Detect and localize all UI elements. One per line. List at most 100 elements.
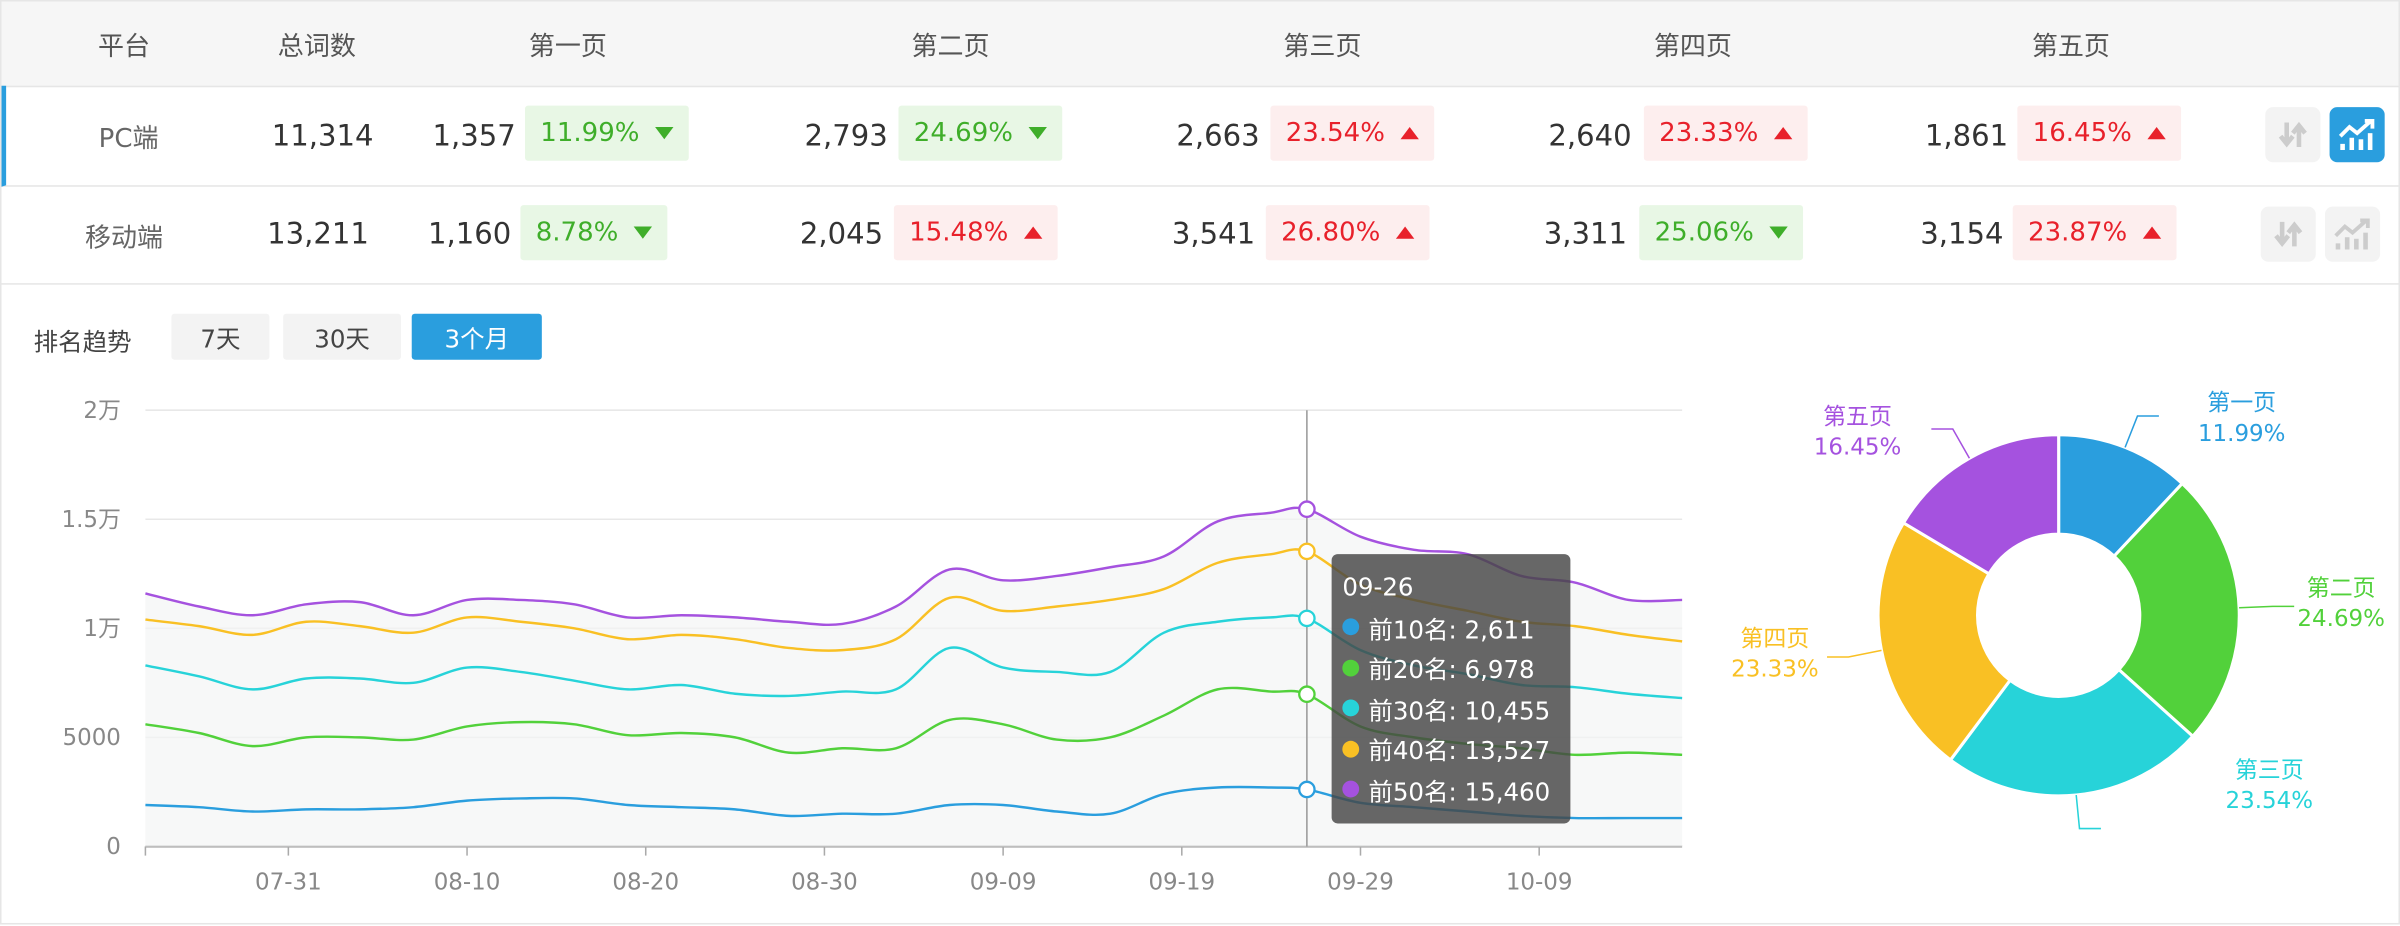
y-tick-label: 1.5万	[61, 507, 120, 533]
page-count: 2,793	[804, 118, 888, 153]
tooltip-date: 09-26	[1342, 572, 1414, 602]
change-percent: 26.80%	[1281, 217, 1381, 248]
tooltip-item: 前20名: 6,978	[1342, 647, 1559, 688]
header-page2: 第二页	[911, 32, 990, 63]
page-count: 1,861	[1924, 118, 2009, 153]
trend-title: 排名趋势	[33, 327, 132, 357]
page-count: 3,154	[1920, 217, 2004, 252]
change-badge: 23.33%	[1643, 105, 1808, 161]
page-count: 2,045	[799, 217, 884, 252]
tooltip-item: 前40名: 13,527	[1342, 729, 1559, 770]
header-total: 总词数	[277, 32, 356, 63]
table-row: PC端 11,314 1,357 11.99% 2,793 24.69% 2,663 23.5…	[1, 85, 2399, 187]
change-badge: 23.54%	[1270, 105, 1434, 161]
pie-label-page5: 第五页 16.45%	[1813, 402, 1902, 461]
sort-button[interactable]	[2260, 206, 2316, 262]
change-percent: 25.06%	[1654, 217, 1754, 248]
sort-arrows-icon	[2274, 221, 2303, 248]
change-badge: 15.48%	[893, 205, 1058, 261]
change-percent: 11.99%	[540, 117, 640, 149]
change-percent: 8.78%	[535, 217, 619, 248]
change-percent: 15.48%	[909, 217, 1009, 248]
pie-slice-第五页	[1901, 433, 2061, 576]
x-tick-label: 09-09	[970, 869, 1037, 895]
hover-point	[1298, 609, 1316, 628]
page-count: 1,357	[432, 118, 516, 153]
y-tick-label: 1万	[83, 616, 121, 642]
sort-button[interactable]	[2265, 107, 2321, 163]
chart-tooltip: 09-26 前10名: 2,611 前20名: 6,978 前30名: 10,455…	[1331, 554, 1571, 824]
y-tick-label: 2万	[83, 398, 121, 424]
pie-slice-第四页	[1876, 520, 2013, 763]
trend-chart-button[interactable]	[2324, 206, 2381, 262]
tooltip-item: 前10名: 2,611	[1342, 607, 1559, 648]
range-3m-button[interactable]: 3个月	[411, 313, 542, 360]
pie-slice-第二页	[2111, 481, 2241, 739]
y-tick-label: 5000	[63, 725, 121, 751]
header-page4: 第四页	[1653, 32, 1732, 63]
change-badge: 24.69%	[898, 105, 1062, 161]
header-page1: 第一页	[528, 32, 607, 63]
rank-trend-chart: 0 5000 1万 1.5万 2万 07-31 08-10 08-20 08-30 09-09 09…	[61, 398, 1683, 895]
pie-label-page2: 第二页 24.69%	[2297, 573, 2385, 633]
pie-label-page4: 第四页 23.33%	[1731, 624, 1819, 683]
page-count: 1,160	[427, 217, 512, 252]
total-words: 13,211	[267, 217, 369, 252]
change-badge: 11.99%	[524, 105, 689, 161]
change-percent: 23.54%	[1285, 117, 1385, 149]
arrow-up-icon	[1400, 127, 1419, 140]
change-badge: 26.80%	[1265, 205, 1430, 261]
header-page5: 第五页	[2031, 32, 2110, 63]
trend-chart-button[interactable]	[2329, 107, 2385, 163]
total-words: 11,314	[271, 118, 374, 153]
change-percent: 23.87%	[2028, 217, 2128, 248]
page-count: 2,640	[1548, 118, 1632, 153]
hover-point	[1298, 500, 1316, 519]
range-30d-button[interactable]: 30天	[283, 313, 402, 360]
pie-leader-line	[2124, 415, 2159, 448]
pie-leader-line	[2075, 794, 2101, 830]
pie-slice-第三页	[1948, 667, 2195, 798]
series-dot-icon	[1342, 618, 1360, 636]
x-tick-label: 08-30	[791, 869, 858, 895]
table-row: 移动端 13,211 1,160 8.78% 2,045 15.48% 3,541 26.80…	[1, 185, 2399, 285]
tooltip-item: 前30名: 10,455	[1342, 688, 1559, 729]
pie-label-page3: 第三页 23.54%	[2225, 756, 2314, 815]
arrow-up-icon	[2147, 127, 2166, 140]
change-percent: 24.69%	[913, 117, 1013, 149]
arrow-up-icon	[2142, 226, 2161, 239]
arrow-up-icon	[1773, 127, 1793, 140]
series-line-前50名	[145, 506, 1683, 627]
hover-point	[1298, 542, 1316, 561]
range-7d-button[interactable]: 7天	[171, 313, 270, 360]
arrow-up-icon	[1395, 226, 1415, 239]
platform-name: PC端	[98, 123, 159, 155]
pie-leader-line	[2239, 605, 2295, 609]
y-tick-label: 0	[106, 834, 121, 860]
header-page3: 第三页	[1283, 32, 1362, 63]
hover-point	[1298, 685, 1316, 704]
trend-chart-icon	[2338, 119, 2375, 150]
arrow-down-icon	[654, 127, 674, 140]
platform-name: 移动端	[84, 222, 164, 254]
hover-point	[1298, 780, 1316, 799]
change-percent: 16.45%	[2032, 117, 2132, 149]
series-dot-icon	[1342, 780, 1360, 798]
pie-leader-line	[1931, 428, 1971, 459]
trend-chart-icon	[2334, 218, 2370, 250]
arrow-down-icon	[633, 226, 653, 239]
change-badge: 16.45%	[2017, 105, 2181, 161]
x-tick-label: 09-29	[1327, 869, 1394, 895]
pie-leader-line	[1827, 649, 1882, 658]
tooltip-item: 前50名: 15,460	[1342, 769, 1559, 810]
change-badge: 23.87%	[2012, 205, 2177, 261]
page-count: 3,541	[1171, 217, 1256, 252]
x-tick-label: 10-09	[1506, 869, 1573, 895]
series-dot-icon	[1342, 699, 1360, 717]
sort-arrows-icon	[2278, 121, 2307, 148]
x-tick-label: 08-20	[612, 869, 679, 895]
x-tick-label: 07-31	[255, 869, 322, 895]
change-badge: 8.78%	[520, 205, 668, 261]
arrow-down-icon	[1028, 127, 1047, 140]
